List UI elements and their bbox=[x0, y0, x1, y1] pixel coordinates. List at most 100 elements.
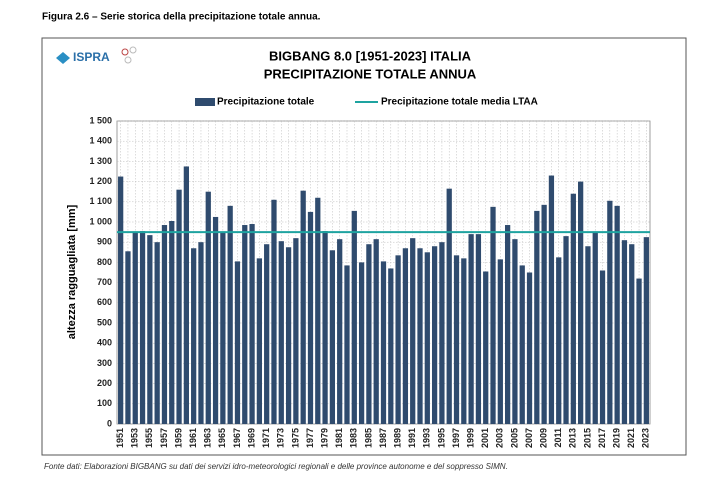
bar bbox=[512, 239, 518, 424]
bar bbox=[183, 166, 189, 424]
bar bbox=[468, 234, 474, 424]
bar bbox=[154, 242, 160, 424]
x-tick-label: 1967 bbox=[232, 428, 242, 448]
y-tick-label: 1 400 bbox=[89, 136, 112, 146]
y-axis-label: altezza ragguagliata [mm] bbox=[66, 204, 78, 339]
bar bbox=[483, 271, 489, 424]
x-tick-label: 1969 bbox=[246, 428, 256, 448]
bar bbox=[548, 175, 555, 424]
bar bbox=[504, 225, 511, 424]
bar bbox=[373, 239, 379, 424]
x-tick-label: 1973 bbox=[276, 428, 286, 448]
bar bbox=[293, 238, 299, 424]
bar bbox=[592, 232, 598, 424]
x-tick-label: 1987 bbox=[378, 428, 388, 448]
bar bbox=[541, 204, 547, 424]
source: Fonte dati: Elaborazioni BIGBANG su dati… bbox=[44, 462, 508, 471]
bar bbox=[534, 210, 540, 424]
bar bbox=[176, 189, 182, 424]
bar bbox=[410, 238, 416, 424]
x-tick-label: 1985 bbox=[363, 428, 373, 448]
legend-swatch bbox=[195, 98, 215, 106]
bar bbox=[599, 270, 606, 424]
bar bbox=[249, 224, 255, 424]
x-tick-label: 2011 bbox=[553, 428, 563, 448]
bar bbox=[621, 240, 628, 424]
bar bbox=[161, 225, 168, 424]
bar bbox=[402, 248, 409, 424]
x-tick-label: 2023 bbox=[641, 428, 651, 448]
y-tick-label: 1 300 bbox=[89, 156, 112, 166]
bar bbox=[242, 225, 248, 424]
chart-subtitle: PRECIPITAZIONE TOTALE ANNUA bbox=[264, 66, 477, 81]
bar bbox=[643, 237, 649, 424]
y-tick-label: 500 bbox=[97, 317, 112, 327]
x-tick-label: 1951 bbox=[115, 428, 125, 448]
bar bbox=[300, 190, 306, 424]
bar bbox=[563, 236, 569, 424]
x-tick-label: 1961 bbox=[188, 428, 198, 448]
bar bbox=[132, 232, 138, 424]
x-tick-label: 2009 bbox=[539, 428, 549, 448]
bar bbox=[344, 265, 350, 424]
x-tick-label: 1959 bbox=[173, 428, 183, 448]
bar bbox=[636, 278, 642, 424]
bar bbox=[417, 248, 423, 424]
bar bbox=[125, 251, 131, 424]
y-tick-label: 100 bbox=[97, 398, 112, 408]
bar bbox=[264, 244, 270, 424]
heading: Figura 2.6 – Serie storica della precipi… bbox=[42, 12, 321, 23]
x-tick-label: 2015 bbox=[582, 428, 592, 448]
bar bbox=[315, 197, 321, 424]
bar bbox=[351, 210, 357, 424]
bar bbox=[271, 199, 277, 424]
x-tick-label: 1999 bbox=[465, 428, 475, 448]
y-tick-label: 1 100 bbox=[89, 196, 112, 206]
x-tick-label: 1991 bbox=[407, 428, 417, 448]
x-tick-label: 1971 bbox=[261, 428, 271, 448]
y-tick-label: 300 bbox=[97, 358, 112, 368]
x-tick-label: 1963 bbox=[203, 428, 213, 448]
x-tick-label: 1953 bbox=[130, 428, 140, 448]
bar bbox=[358, 262, 365, 424]
bar bbox=[424, 252, 430, 424]
bar bbox=[439, 242, 445, 424]
bar bbox=[519, 265, 525, 424]
bar bbox=[118, 176, 124, 424]
bar bbox=[191, 248, 197, 424]
bar bbox=[234, 261, 241, 424]
bar bbox=[147, 235, 153, 424]
x-tick-label: 1965 bbox=[217, 428, 227, 448]
x-tick-label: 2007 bbox=[524, 428, 534, 448]
bar bbox=[212, 216, 219, 424]
x-tick-label: 1989 bbox=[392, 428, 402, 448]
bar bbox=[256, 258, 263, 424]
y-tick-label: 200 bbox=[97, 378, 112, 388]
bar bbox=[497, 259, 503, 424]
y-tick-label: 1 200 bbox=[89, 176, 112, 186]
bar bbox=[139, 231, 146, 424]
bar bbox=[453, 255, 460, 424]
bar bbox=[526, 272, 533, 424]
bar bbox=[585, 246, 591, 424]
y-tick-label: 0 bbox=[107, 418, 112, 428]
x-tick-label: 2019 bbox=[612, 428, 622, 448]
x-tick-label: 2005 bbox=[509, 428, 519, 448]
bar bbox=[570, 193, 576, 424]
bar bbox=[198, 242, 204, 424]
y-tick-label: 600 bbox=[97, 297, 112, 307]
x-tick-label: 1979 bbox=[319, 428, 329, 448]
bar bbox=[366, 244, 372, 424]
bar bbox=[285, 247, 292, 424]
bar bbox=[307, 211, 314, 424]
bar bbox=[169, 220, 175, 424]
bar bbox=[431, 246, 438, 424]
bar bbox=[227, 205, 233, 424]
x-tick-label: 1975 bbox=[290, 428, 300, 448]
bar bbox=[607, 200, 613, 424]
bar bbox=[490, 206, 496, 424]
legend-label: Precipitazione totale media LTAA bbox=[381, 97, 538, 108]
x-tick-label: 2001 bbox=[480, 428, 490, 448]
bar bbox=[322, 231, 328, 424]
x-tick-label: 1955 bbox=[144, 428, 154, 448]
